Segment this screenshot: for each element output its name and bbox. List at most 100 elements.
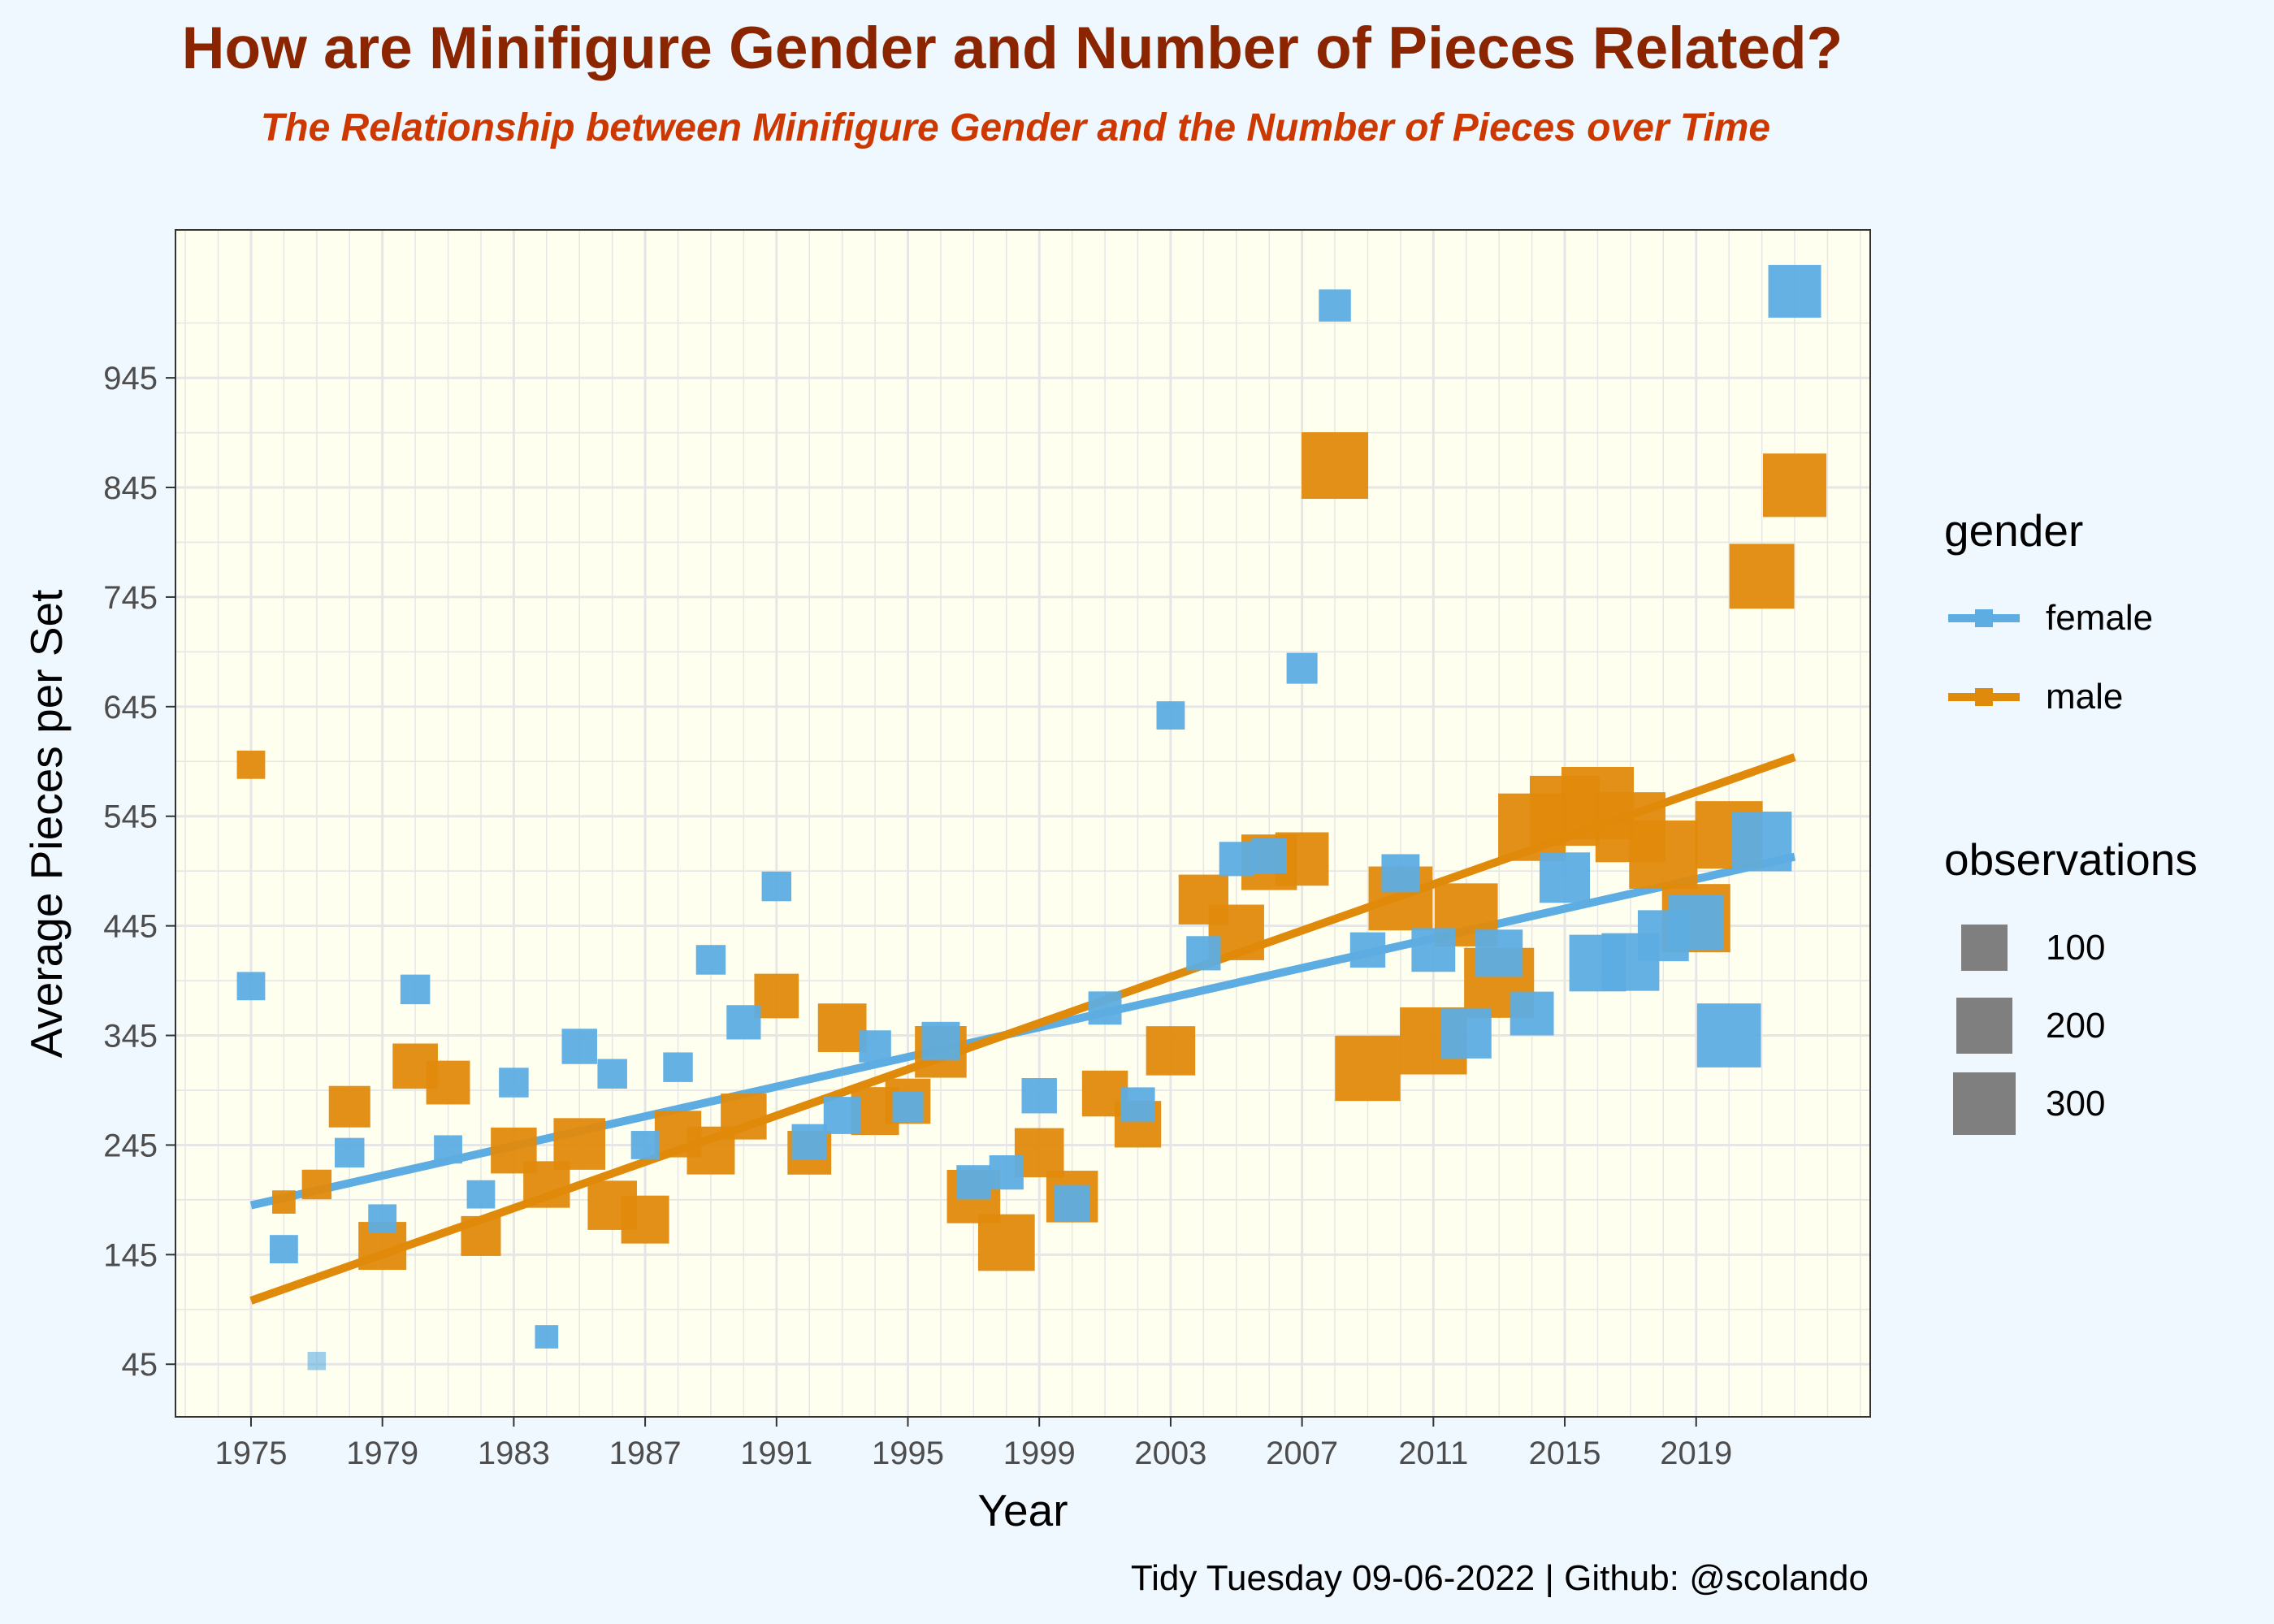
point-male: [301, 1169, 332, 1200]
point-female: [1156, 701, 1185, 730]
point-female: [1569, 934, 1626, 992]
point-male: [654, 1111, 702, 1158]
legend-size-200: [1956, 998, 2012, 1054]
x-tick-label: 1995: [872, 1436, 944, 1471]
y-tick-label: 245: [103, 1128, 158, 1163]
x-tick-label: 2011: [1398, 1436, 1468, 1471]
y-axis: 45 145 245 345 445 545 645 745 845 945: [103, 361, 175, 1383]
point-female: [270, 1235, 298, 1264]
point-female: [1768, 265, 1821, 318]
point-female: [726, 1005, 761, 1040]
data-points: [236, 265, 1827, 1371]
legend-size-300: [1953, 1072, 2016, 1135]
legend-key-female: [1948, 609, 2020, 627]
point-male: [1302, 432, 1369, 500]
x-tick-label: 2015: [1529, 1436, 1601, 1471]
x-tick-label: 2003: [1134, 1436, 1206, 1471]
point-female: [630, 1131, 660, 1159]
legend-key-male: [1948, 688, 2020, 706]
point-female: [761, 871, 792, 902]
point-female: [892, 1091, 924, 1123]
x-axis-title: Year: [977, 1485, 1068, 1535]
point-male: [1629, 820, 1698, 889]
point-male: [328, 1085, 370, 1128]
point-female: [1251, 838, 1287, 874]
y-tick-label: 545: [103, 799, 158, 835]
point-male: [817, 1003, 867, 1052]
legend-size-100: [1961, 925, 2008, 971]
legend-label-female: female: [2046, 598, 2153, 638]
point-female: [368, 1204, 397, 1233]
point-male: [1498, 793, 1566, 861]
point-female: [1319, 289, 1351, 322]
legend-gender-title: gender: [1944, 505, 2083, 556]
point-female: [1219, 842, 1254, 877]
point-female: [1637, 910, 1689, 962]
point-female: [989, 1155, 1024, 1190]
legend-size-label-200: 200: [2046, 1006, 2105, 1046]
point-female: [921, 1021, 960, 1060]
point-male: [621, 1195, 669, 1244]
point-female: [1286, 652, 1318, 684]
point-female: [1349, 932, 1386, 968]
point-male: [1762, 453, 1827, 518]
point-male: [1178, 874, 1228, 925]
point-female: [499, 1068, 529, 1098]
x-tick-label: 1987: [609, 1436, 682, 1471]
point-female: [823, 1097, 861, 1134]
legend-point-female: [1975, 609, 1993, 627]
point-female: [597, 1059, 627, 1089]
point-male: [272, 1190, 296, 1214]
y-tick-label: 145: [103, 1237, 158, 1273]
y-tick-label: 745: [103, 580, 158, 616]
x-tick-label: 1979: [346, 1436, 418, 1471]
point-male: [461, 1215, 501, 1256]
chart-subtitle: The Relationship between Minifigure Gend…: [261, 106, 1770, 149]
point-male: [236, 750, 266, 779]
point-female: [859, 1030, 891, 1063]
point-female: [1696, 1003, 1761, 1068]
x-tick-label: 2007: [1266, 1436, 1338, 1471]
point-female: [561, 1029, 597, 1064]
y-tick-label: 845: [103, 470, 158, 506]
point-female: [791, 1124, 827, 1160]
point-female: [1540, 852, 1591, 903]
point-female: [1054, 1184, 1090, 1222]
x-tick-label: 1975: [214, 1436, 287, 1471]
point-female: [1411, 928, 1456, 972]
point-female: [1021, 1078, 1057, 1114]
point-male: [754, 973, 799, 1019]
y-tick-label: 45: [122, 1347, 158, 1383]
chart-caption: Tidy Tuesday 09-06-2022 | Github: @scola…: [1131, 1558, 1869, 1598]
point-male: [426, 1060, 470, 1105]
panel-border: [175, 229, 1871, 1418]
point-female: [1440, 1007, 1492, 1059]
point-female: [695, 945, 726, 975]
point-female: [663, 1052, 693, 1082]
x-tick-label: 1999: [1003, 1436, 1076, 1471]
point-female: [1186, 936, 1221, 971]
point-female: [1120, 1087, 1155, 1122]
y-axis-title: Average Pieces per Set: [21, 590, 71, 1059]
point-female: [236, 972, 266, 1001]
legend-size-label-100: 100: [2046, 928, 2105, 968]
y-tick-label: 945: [103, 361, 158, 396]
point-female: [1475, 929, 1523, 977]
legend: gender female male observations 100 200 …: [1944, 505, 2198, 1135]
point-female: [1731, 812, 1792, 872]
point-female: [1088, 991, 1122, 1025]
point-female: [335, 1137, 365, 1168]
point-female: [535, 1325, 559, 1349]
point-male: [1146, 1026, 1196, 1076]
point-female: [307, 1351, 327, 1371]
point-female: [466, 1180, 496, 1209]
point-male: [977, 1214, 1035, 1271]
x-tick-label: 2019: [1660, 1436, 1732, 1471]
legend-observations-title: observations: [1944, 834, 2198, 885]
legend-point-male: [1975, 688, 1993, 706]
y-tick-label: 445: [103, 909, 158, 945]
point-female: [1510, 991, 1554, 1036]
point-male: [1335, 1035, 1401, 1102]
point-female: [956, 1165, 991, 1200]
